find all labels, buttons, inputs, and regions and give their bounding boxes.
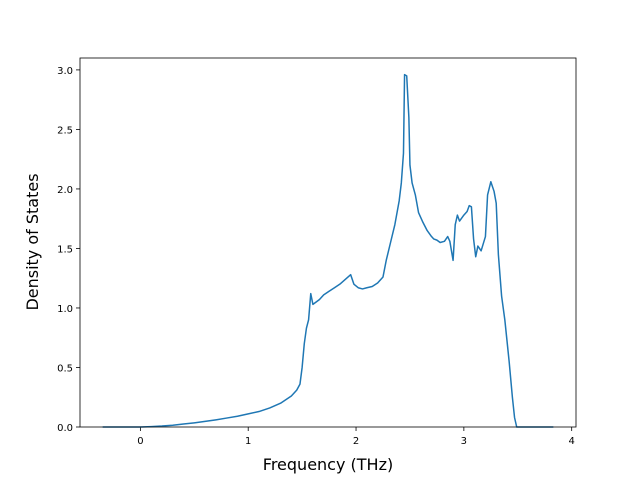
plot-frame	[79, 57, 577, 428]
y-tick-label: 0.5	[57, 363, 73, 374]
y-tick-label: 1.0	[57, 304, 73, 315]
x-tick-label: 1	[245, 436, 251, 447]
y-tick-label: 2.0	[57, 185, 73, 196]
y-tick-label: 0.0	[57, 423, 73, 434]
y-tick-label: 2.5	[57, 125, 73, 136]
x-tick-label: 3	[461, 436, 467, 447]
line-series	[102, 73, 554, 428]
x-axis-label: Frequency (THz)	[263, 455, 393, 474]
y-axis-label: Density of States	[23, 173, 42, 310]
x-tick-label: 0	[137, 436, 143, 447]
x-tick-label: 2	[353, 436, 359, 447]
y-tick-label: 1.5	[57, 244, 73, 255]
y-tick-label: 3.0	[57, 66, 73, 77]
x-tick-label: 4	[568, 436, 574, 447]
